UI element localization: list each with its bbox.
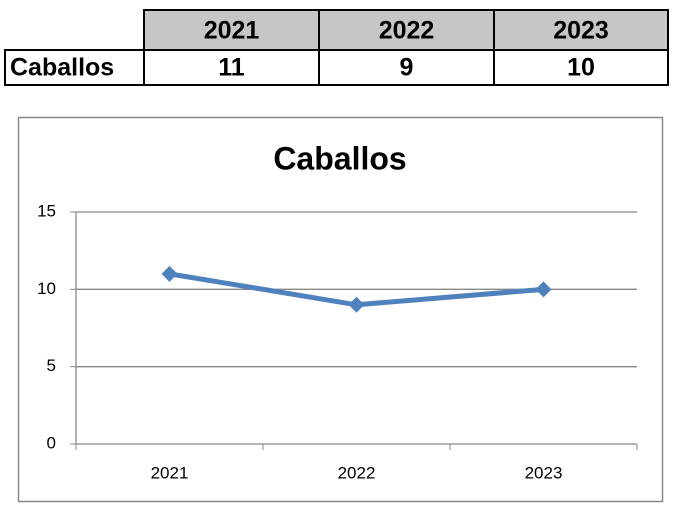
header-text: 2023	[553, 17, 609, 45]
marker	[535, 281, 552, 298]
cell-text: 9	[400, 54, 414, 82]
chart-title: Caballos	[273, 140, 406, 176]
marker	[348, 296, 365, 313]
row-label: Caballos	[10, 54, 114, 82]
header-text: 2021	[204, 17, 260, 45]
table: 2021 2022 2023 Caballos 11 9 10	[4, 9, 669, 86]
chart-frame	[17, 116, 664, 503]
y-tick-label: 10	[37, 279, 56, 298]
plot: 0 5 10 15 2021 2022 2023	[37, 201, 638, 482]
marker	[161, 265, 178, 282]
cell	[143, 49, 320, 86]
header-text: 2022	[379, 17, 435, 45]
cell	[493, 49, 669, 86]
x-tick-label: 2021	[151, 463, 189, 482]
y-tick-label: 15	[37, 201, 56, 220]
cell	[318, 49, 495, 86]
cell-text: 11	[218, 54, 245, 82]
header-cell	[143, 9, 320, 51]
x-tick-label: 2022	[338, 463, 376, 482]
x-tick-label: 2023	[525, 463, 563, 482]
header-cell	[318, 9, 495, 51]
y-tick-label: 0	[47, 433, 56, 452]
cell-text: 10	[567, 54, 595, 82]
y-tick-label: 5	[47, 356, 56, 375]
